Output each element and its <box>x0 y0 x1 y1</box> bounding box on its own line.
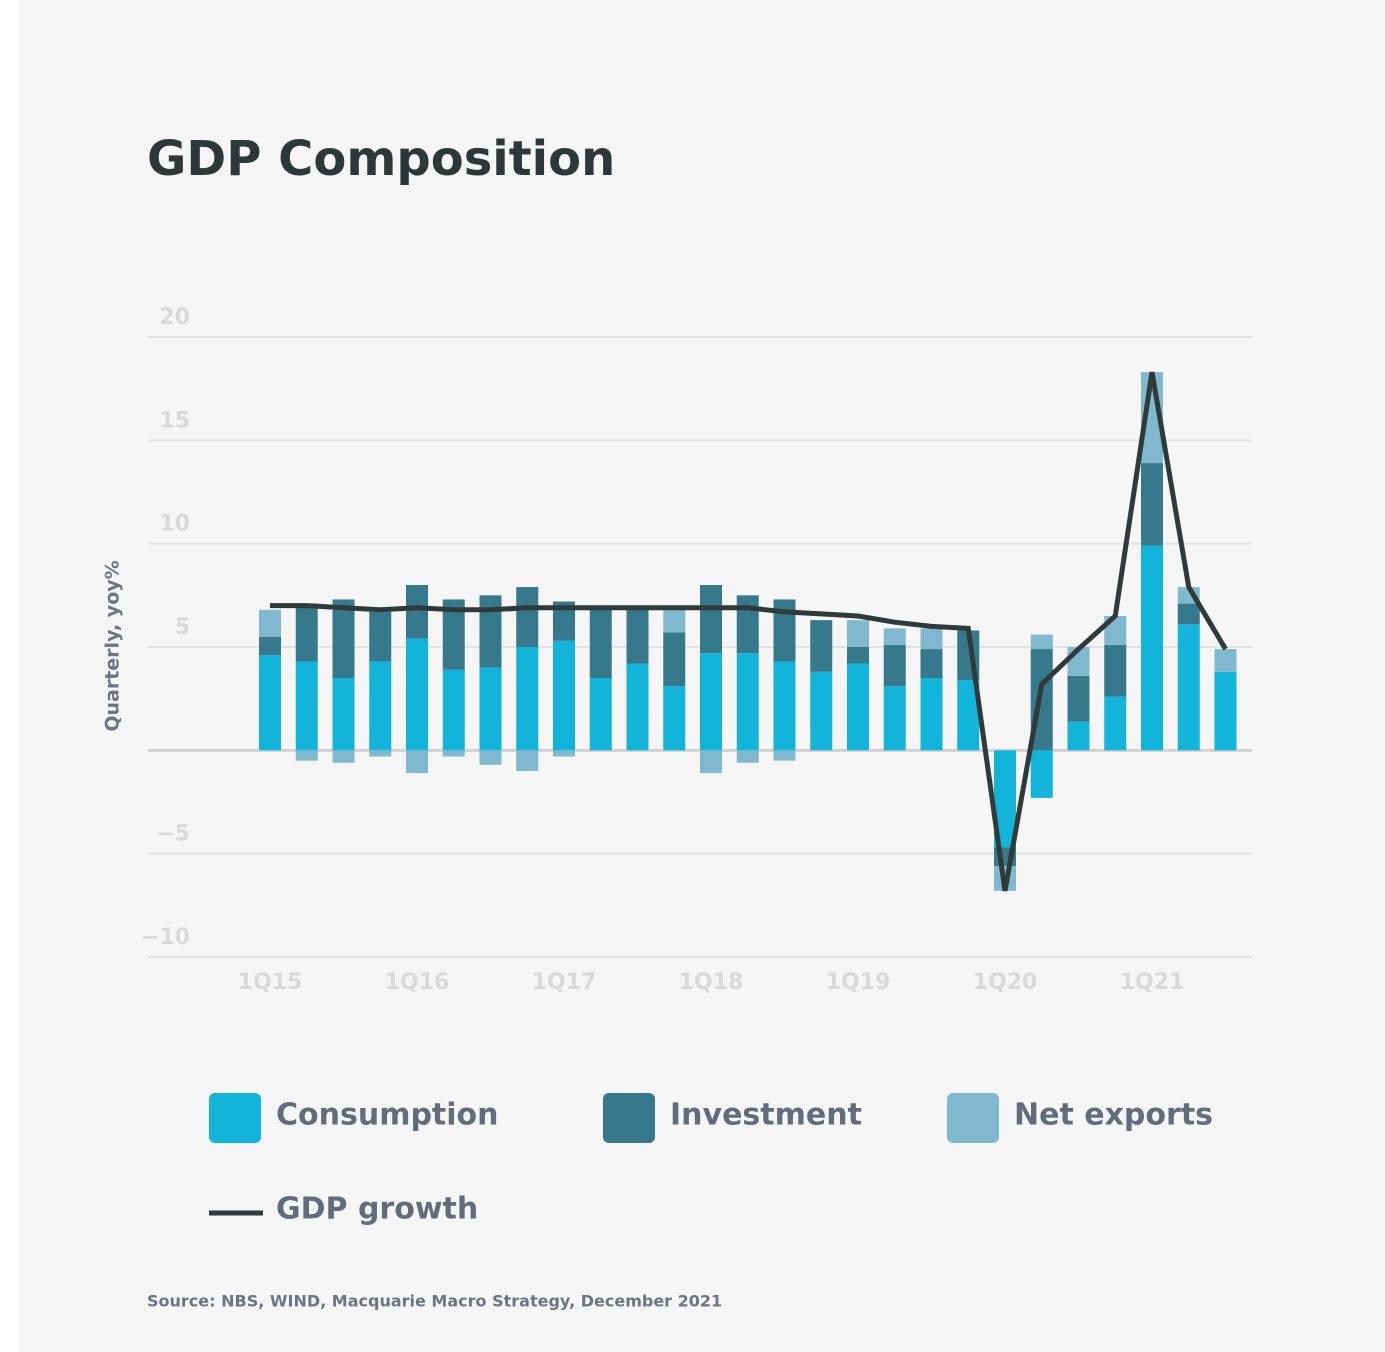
y-tick-label: 15 <box>159 408 190 433</box>
bar-segment <box>516 587 539 647</box>
bar-segment <box>369 611 392 662</box>
bar-segment <box>847 647 869 664</box>
bar-segment <box>700 653 722 751</box>
bar-segment <box>406 750 428 774</box>
bar-segment <box>1067 721 1090 751</box>
bar-segment <box>406 585 428 639</box>
gdp-line <box>270 371 1228 892</box>
bar-segment <box>1104 696 1127 751</box>
bar-segment <box>442 750 465 757</box>
x-tick-label: 1Q20 <box>973 970 1038 995</box>
bar-segment <box>332 599 355 678</box>
x-tick-label: 1Q15 <box>238 970 303 995</box>
x-tick-label: 1Q19 <box>826 970 891 995</box>
bar-segment <box>1141 463 1163 546</box>
x-tick-label: 1Q16 <box>385 970 450 995</box>
bar-segment <box>369 661 392 751</box>
y-tick-label: −10 <box>141 925 190 950</box>
bar-segment <box>994 750 1016 848</box>
x-tick-label: 1Q21 <box>1120 970 1185 995</box>
y-tick-label: −5 <box>156 822 190 847</box>
bar-segment <box>663 686 686 751</box>
bar-segment <box>442 599 465 670</box>
bar-segment <box>700 750 722 774</box>
chart-title: GDP Composition <box>147 131 615 187</box>
bar-segment <box>295 750 318 761</box>
bar-segment <box>920 678 943 751</box>
bar-segment <box>259 636 281 656</box>
bar-segment <box>810 671 833 751</box>
bar-segment <box>1030 634 1053 650</box>
bar-segment <box>883 686 906 751</box>
bar-segment <box>736 750 759 763</box>
bar-segment <box>700 585 722 654</box>
bar-segment <box>369 750 392 757</box>
bar-segment <box>295 603 318 662</box>
bar-segment <box>259 655 281 751</box>
y-tick-label: 5 <box>175 615 190 640</box>
bar-segment <box>773 599 796 662</box>
bar-segment <box>1177 603 1200 625</box>
legend-label: Net exports <box>1014 1098 1213 1133</box>
bar-segment <box>1067 675 1090 722</box>
bar-segment <box>259 609 281 637</box>
bar-segment <box>810 620 833 672</box>
bar-segment <box>479 595 502 668</box>
bar-segment <box>332 678 355 751</box>
bar-segment <box>957 680 980 751</box>
bar-segment <box>1030 750 1053 798</box>
bar-segment <box>1214 649 1237 672</box>
legend-swatch <box>603 1093 655 1143</box>
bar-segment <box>883 644 906 687</box>
bar-segment <box>553 601 575 641</box>
legend-swatch <box>947 1093 999 1143</box>
bar-segment <box>1104 644 1127 697</box>
bar-segment <box>626 605 649 664</box>
bar-segment <box>442 669 465 751</box>
bar-segment <box>773 750 796 761</box>
bar-segment <box>847 620 869 647</box>
x-tick-label: 1Q17 <box>532 970 597 995</box>
bar-segment <box>663 632 686 687</box>
bar-segment <box>516 750 539 771</box>
x-tick-label: 1Q18 <box>679 970 744 995</box>
bar-segment <box>332 750 355 763</box>
bar-segment <box>773 661 796 751</box>
legend-label: Investment <box>670 1098 862 1133</box>
source-note: Source: NBS, WIND, Macquarie Macro Strat… <box>147 1292 722 1311</box>
bar-segment <box>406 638 428 751</box>
bar-segment <box>479 750 502 765</box>
bar-segment <box>295 661 318 751</box>
y-axis-label: Quarterly, yoy% <box>102 560 124 731</box>
bar-segment <box>1177 624 1200 751</box>
legend-label: Consumption <box>276 1098 499 1133</box>
bar-segment <box>589 678 612 751</box>
legend-swatch <box>209 1093 261 1143</box>
bar-segment <box>736 653 759 751</box>
bar-segment <box>920 649 943 678</box>
y-tick-label: 10 <box>159 512 190 537</box>
bar-segment <box>883 628 906 645</box>
legend-label: GDP growth <box>276 1192 478 1227</box>
bar-segment <box>847 663 869 751</box>
bar-segment <box>553 640 575 751</box>
bar-segment <box>516 647 539 751</box>
bar-segment <box>553 750 575 757</box>
bar-segment <box>920 628 943 650</box>
bar-segment <box>626 663 649 751</box>
bar-segment <box>1214 671 1237 751</box>
bar-segment <box>736 595 759 654</box>
bar-segment <box>479 667 502 751</box>
bar-segment <box>663 605 686 633</box>
bar-segment <box>1141 545 1163 751</box>
bar-segment <box>589 605 612 678</box>
y-tick-label: 20 <box>159 305 190 330</box>
